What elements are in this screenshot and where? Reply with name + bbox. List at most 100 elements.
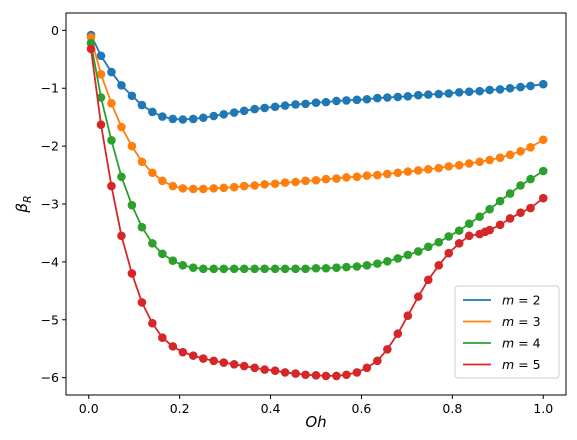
legend-var: m — [502, 293, 514, 308]
data-point — [362, 171, 372, 180]
data-point — [321, 371, 331, 381]
data-point — [423, 164, 433, 174]
data-point — [362, 261, 372, 270]
data-point — [342, 96, 351, 105]
data-point — [332, 263, 341, 272]
legend-value: = 3 — [514, 314, 540, 329]
data-point — [86, 44, 96, 54]
data-point — [495, 220, 505, 230]
data-point — [188, 351, 198, 360]
data-point — [168, 181, 178, 191]
data-point — [516, 208, 525, 217]
data-point — [168, 114, 178, 124]
data-point — [117, 172, 126, 182]
data-point — [280, 368, 290, 377]
data-point — [444, 232, 454, 241]
data-point — [239, 361, 249, 371]
legend-value: = 4 — [514, 336, 540, 351]
data-point — [505, 214, 515, 223]
data-point — [301, 176, 310, 186]
data-point — [393, 329, 403, 338]
data-point — [485, 155, 494, 165]
data-point — [485, 204, 494, 214]
data-point — [280, 264, 290, 274]
data-point — [229, 360, 239, 369]
data-point — [270, 366, 280, 375]
data-point — [148, 318, 157, 328]
data-point — [107, 136, 116, 145]
data-point — [250, 363, 259, 373]
legend-box — [454, 285, 560, 379]
data-point — [444, 89, 454, 98]
y-tick-label: −4 — [41, 254, 59, 269]
legend-var: m — [502, 336, 514, 351]
data-point — [209, 264, 219, 274]
data-point — [198, 354, 208, 363]
data-point — [538, 135, 548, 145]
data-point — [219, 183, 229, 193]
data-point — [291, 100, 300, 109]
series-layer — [86, 30, 548, 381]
data-point — [239, 181, 249, 191]
data-point — [505, 83, 515, 93]
data-point — [538, 166, 548, 176]
data-point — [117, 122, 126, 132]
data-point — [127, 141, 137, 151]
data-point — [485, 225, 494, 235]
data-point — [137, 157, 147, 167]
data-point — [373, 356, 382, 366]
legend-entry: m = 2 — [463, 293, 541, 308]
data-point — [362, 94, 372, 104]
data-point — [127, 91, 137, 101]
series-5 — [86, 44, 548, 381]
data-point — [158, 249, 167, 259]
data-point — [260, 180, 269, 189]
data-point — [485, 85, 494, 95]
data-point — [342, 262, 351, 272]
data-point — [352, 262, 362, 271]
data-point — [516, 147, 525, 156]
data-point — [219, 358, 229, 367]
data-point — [464, 87, 474, 97]
data-point — [96, 120, 106, 130]
data-point — [434, 89, 444, 99]
data-point — [342, 370, 351, 380]
data-point — [311, 263, 321, 273]
legend-var: m — [502, 314, 514, 329]
data-point — [434, 261, 444, 270]
data-point — [209, 184, 219, 193]
data-point — [321, 174, 331, 184]
data-point — [464, 159, 474, 168]
data-point — [342, 173, 351, 182]
data-point — [229, 264, 239, 274]
data-point — [188, 114, 198, 124]
data-point — [209, 356, 219, 366]
data-point — [250, 104, 259, 114]
data-point — [332, 174, 341, 183]
data-point — [127, 200, 137, 210]
x-tick-label: 0.8 — [442, 401, 462, 416]
data-point — [413, 166, 423, 175]
data-point — [260, 264, 269, 274]
legend-label: m = 4 — [502, 336, 541, 351]
data-point — [383, 93, 392, 102]
data-point — [148, 239, 157, 248]
data-point — [158, 176, 167, 186]
data-point — [403, 92, 413, 101]
legend-entry: m = 4 — [463, 336, 541, 351]
data-point — [280, 178, 290, 187]
data-point — [198, 184, 208, 194]
data-point — [270, 102, 280, 112]
data-point — [219, 109, 229, 119]
data-point — [526, 174, 535, 184]
data-point — [301, 264, 310, 274]
legend-entry: m = 3 — [463, 314, 541, 329]
data-point — [454, 239, 464, 248]
data-point — [526, 81, 535, 91]
data-point — [168, 256, 178, 266]
data-point — [229, 108, 239, 117]
y-tick-label: −3 — [41, 197, 59, 212]
data-point — [332, 371, 341, 381]
data-point — [393, 92, 403, 102]
